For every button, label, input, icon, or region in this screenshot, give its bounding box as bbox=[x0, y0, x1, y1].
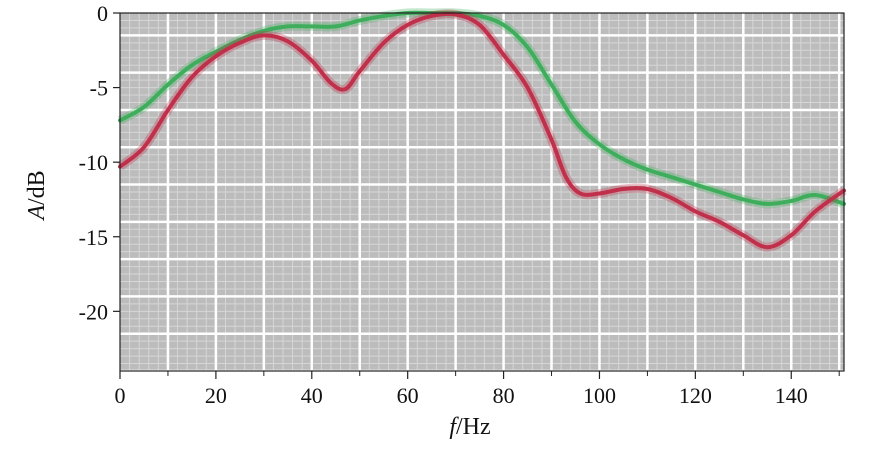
x-tick-label: 140 bbox=[775, 383, 808, 408]
y-axis-ticks: 0 -5 -10 -15 -20 bbox=[79, 1, 120, 324]
y-axis-unit: /dB bbox=[24, 170, 50, 205]
x-axis-ticks: 0 20 40 60 80 100 120 140 bbox=[115, 371, 840, 408]
y-tick-label: -10 bbox=[79, 150, 108, 175]
x-tick-label: 0 bbox=[115, 383, 126, 408]
y-axis-symbol: A bbox=[24, 205, 50, 222]
y-tick-label: 0 bbox=[97, 1, 108, 26]
x-tick-label: 40 bbox=[301, 383, 323, 408]
x-tick-label: 120 bbox=[679, 383, 712, 408]
series-line-red bbox=[118, 11, 846, 250]
x-tick-label: 100 bbox=[583, 383, 616, 408]
x-tick-label: 60 bbox=[397, 383, 419, 408]
y-tick-label: -20 bbox=[79, 299, 108, 324]
x-tick-label: 20 bbox=[205, 383, 227, 408]
x-axis-symbol: f bbox=[449, 414, 459, 440]
series-line-green bbox=[118, 10, 846, 206]
series-layer bbox=[117, 8, 847, 252]
x-axis-label: f/Hz bbox=[449, 414, 490, 440]
x-tick-label: 80 bbox=[493, 383, 515, 408]
y-tick-label: -5 bbox=[90, 76, 108, 101]
y-tick-label: -15 bbox=[79, 225, 108, 250]
x-axis-unit: /Hz bbox=[456, 414, 491, 440]
plot-frame bbox=[119, 12, 845, 372]
y-axis-label: A/dB bbox=[24, 170, 50, 221]
